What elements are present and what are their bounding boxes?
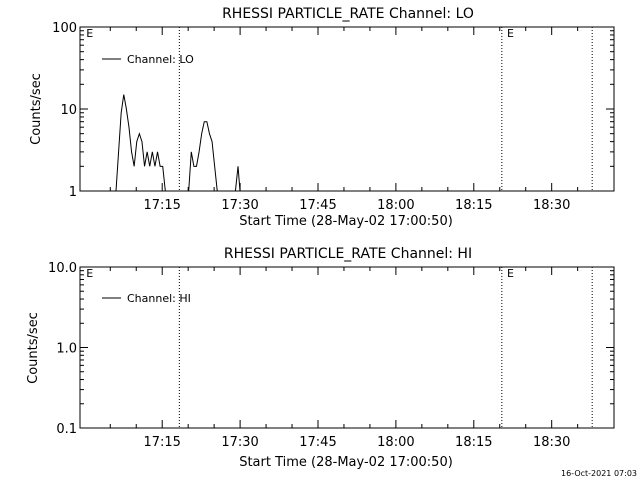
x-ticks-hi: 17:15 17:30 17:45 18:00 18:15 18:30 (109, 267, 579, 450)
x-tick-label: 17:45 (299, 435, 336, 450)
chart-title-lo: RHESSI PARTICLE_RATE Channel: LO (222, 6, 474, 22)
legend-label-hi: Channel: HI (127, 292, 191, 305)
panel-hi: RHESSI PARTICLE_RATE Channel: HI Counts/… (26, 246, 615, 470)
chart-title-hi: RHESSI PARTICLE_RATE Channel: HI (224, 246, 472, 262)
y-axis-label-lo: Counts/sec (29, 73, 44, 145)
legend-label-lo: Channel: LO (127, 53, 194, 66)
x-ticks-lo: 17:15 17:30 17:45 18:00 18:15 18:30 (109, 27, 579, 213)
x-tick-label: 17:15 (143, 435, 180, 450)
x-axis-label-lo: Start Time (28-May-02 17:00:50) (239, 214, 453, 229)
y-tick-label: 10 (60, 103, 77, 118)
series-line (115, 94, 241, 191)
vlines-hi (178, 267, 593, 428)
y-tick-label: 0.1 (56, 422, 77, 437)
panel-lo: RHESSI PARTICLE_RATE Channel: LO Counts/… (29, 6, 615, 229)
event-marker: E (507, 267, 514, 280)
x-tick-label: 17:30 (221, 198, 258, 213)
x-tick-label: 18:30 (533, 435, 570, 450)
y-axis-label-hi: Counts/sec (26, 312, 41, 384)
y-tick-label: 1 (69, 185, 77, 200)
y-tick-label: 1.0 (56, 342, 77, 357)
x-tick-label: 17:15 (143, 198, 180, 213)
event-marker: E (86, 27, 93, 40)
x-axis-label-hi: Start Time (28-May-02 17:00:50) (239, 455, 453, 470)
series-lo (115, 94, 241, 191)
event-marker: E (507, 27, 514, 40)
y-ticks-lo: 1 10 100 (52, 21, 614, 200)
event-marker: E (86, 267, 93, 280)
x-tick-label: 17:45 (299, 198, 336, 213)
x-tick-label: 18:00 (377, 198, 414, 213)
y-tick-label: 10.0 (48, 261, 77, 276)
y-ticks-hi: 0.1 1.0 10.0 (48, 261, 614, 437)
y-tick-label: 100 (52, 21, 77, 36)
x-tick-label: 18:15 (455, 435, 492, 450)
vlines-lo (178, 27, 593, 191)
x-tick-label: 18:00 (377, 435, 414, 450)
footer-timestamp: 16-Oct-2021 07:03 (561, 469, 637, 478)
x-tick-label: 18:30 (533, 198, 570, 213)
x-tick-label: 17:30 (221, 435, 258, 450)
x-tick-label: 18:15 (455, 198, 492, 213)
